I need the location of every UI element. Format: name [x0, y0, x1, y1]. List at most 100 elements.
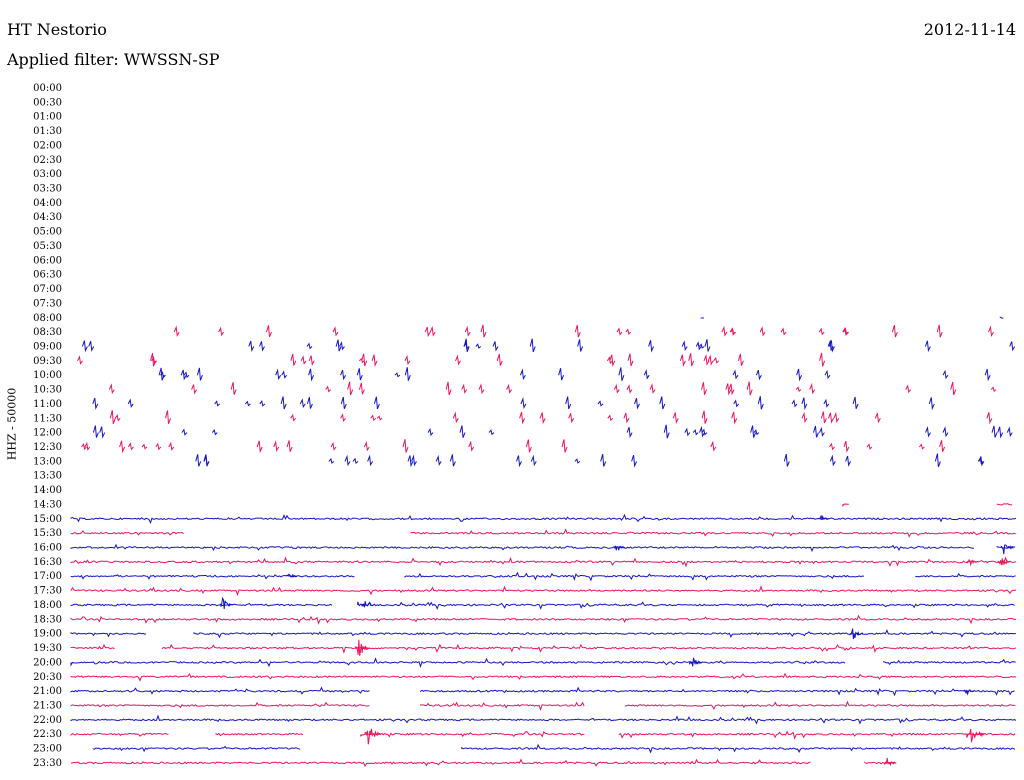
trace-row	[81, 439, 946, 454]
time-label: 11:30	[33, 413, 62, 424]
spike-mark	[519, 368, 526, 381]
spike-mark	[607, 414, 614, 422]
spike-mark	[950, 381, 957, 396]
spike-mark	[942, 426, 949, 438]
time-label: 00:30	[33, 97, 62, 108]
spike-mark	[623, 412, 630, 424]
spike-mark	[997, 426, 1004, 439]
trace-row	[70, 728, 1016, 745]
spike-mark	[455, 354, 461, 366]
spike-mark	[757, 396, 764, 410]
time-label: 23:00	[33, 744, 62, 755]
spike-mark	[475, 343, 482, 349]
spike-mark	[358, 382, 365, 395]
spike-mark	[181, 428, 188, 436]
spike-mark	[704, 339, 711, 352]
spike-mark	[733, 399, 740, 408]
spike-mark	[698, 343, 705, 349]
spike-mark	[731, 411, 738, 425]
time-label: 15:30	[33, 528, 62, 539]
spike-mark	[561, 439, 568, 453]
trace-row	[108, 381, 997, 396]
spike-mark	[427, 427, 434, 437]
spike-mark	[214, 400, 221, 407]
spike-mark	[990, 386, 997, 392]
time-label: 14:00	[33, 485, 62, 496]
spike-mark	[203, 454, 210, 467]
spike-mark	[464, 325, 471, 337]
spike-mark	[119, 440, 126, 454]
spike-mark	[780, 327, 787, 336]
trace-row	[70, 628, 1016, 640]
trace-segment	[193, 629, 1016, 639]
spike-mark	[713, 356, 720, 364]
spike-mark	[818, 426, 825, 437]
time-label: 07:30	[33, 298, 62, 309]
spike-mark	[845, 455, 852, 467]
spike-mark	[150, 353, 156, 367]
spike-mark	[753, 429, 760, 436]
spike-mark	[230, 382, 237, 395]
spike-mark	[701, 382, 707, 395]
spike-mark	[259, 341, 265, 352]
spike-mark	[796, 368, 803, 382]
spike-mark	[824, 369, 831, 380]
spike-mark	[361, 353, 368, 367]
spike-mark	[376, 415, 383, 421]
trace-row	[92, 424, 1013, 439]
spike-mark	[613, 383, 620, 394]
spike-mark	[600, 453, 607, 467]
spike-mark	[158, 367, 165, 381]
spike-mark	[218, 326, 225, 337]
trace-segment	[842, 503, 849, 507]
trace-row	[173, 324, 994, 338]
spike-mark	[746, 381, 753, 396]
spike-mark	[679, 354, 686, 367]
trace-segment	[70, 714, 1017, 725]
spike-mark	[695, 341, 702, 351]
spike-mark	[266, 325, 272, 337]
spike-mark	[516, 455, 522, 468]
spike-mark	[127, 442, 134, 451]
seismic-event	[963, 689, 975, 696]
trace-row	[70, 571, 1016, 582]
time-label: 10:00	[33, 370, 62, 381]
time-label: 21:30	[33, 700, 62, 711]
spike-mark	[88, 341, 95, 352]
spike-mark	[703, 353, 710, 366]
spike-mark	[452, 411, 459, 424]
spike-mark	[791, 399, 798, 408]
spike-mark	[525, 439, 532, 453]
spike-mark	[1006, 426, 1013, 438]
spike-mark	[290, 413, 297, 422]
trace-segment	[410, 528, 1016, 538]
spike-mark	[281, 370, 288, 379]
spike-mark	[183, 371, 190, 379]
spike-mark	[306, 397, 313, 409]
trace-row	[70, 556, 1017, 568]
spike-mark	[648, 340, 655, 353]
spike-mark	[332, 326, 339, 337]
spike-mark	[356, 368, 363, 381]
trace-row	[70, 639, 1017, 656]
spike-mark	[988, 325, 994, 338]
spike-mark	[688, 353, 695, 367]
trace-segment	[70, 614, 1017, 625]
spike-mark	[359, 357, 365, 364]
spike-mark	[616, 327, 623, 336]
time-label: 17:00	[33, 571, 62, 582]
spike-mark	[577, 339, 584, 352]
spike-mark	[829, 454, 836, 467]
trace-segment	[357, 601, 1015, 610]
time-label: 03:00	[33, 169, 62, 180]
spike-mark	[211, 428, 218, 436]
spike-mark	[828, 340, 835, 353]
trace-row	[70, 614, 1017, 625]
time-label: 20:30	[33, 672, 62, 683]
spike-mark	[809, 382, 816, 395]
spike-mark	[672, 412, 679, 425]
spike-mark	[435, 454, 442, 467]
spike-mark	[842, 326, 849, 337]
spike-mark	[843, 440, 850, 453]
seismic-event	[355, 639, 371, 656]
